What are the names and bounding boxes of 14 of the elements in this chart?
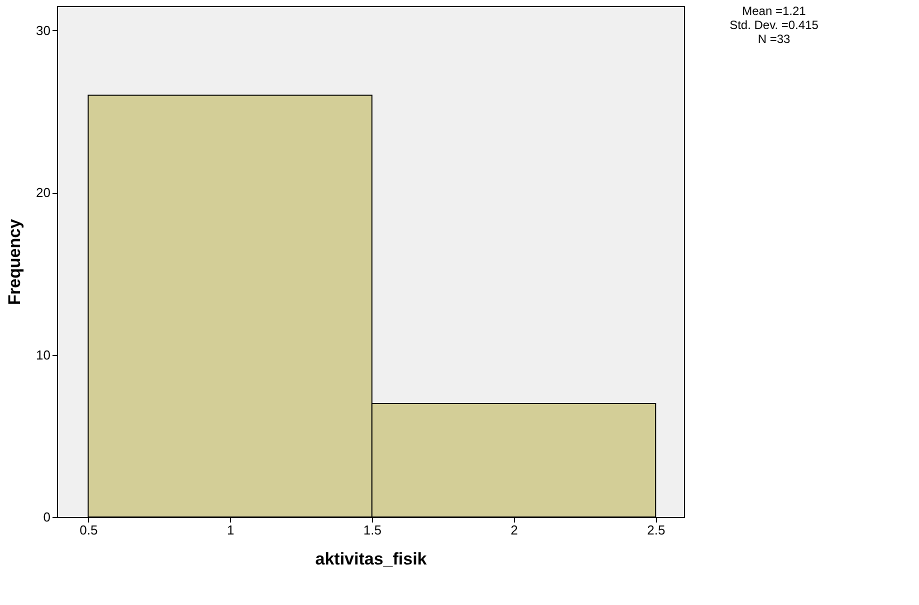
text: Std. Dev. =0.415 xyxy=(730,18,819,32)
x-tick-label: 0.5 xyxy=(80,522,98,538)
x-axis-title: aktivitas_fisik xyxy=(315,550,428,568)
x-tick-label: 2 xyxy=(510,522,518,538)
text: Mean =1.21 xyxy=(742,4,806,18)
text: N =33 xyxy=(758,32,790,46)
y-tick-label: 10 xyxy=(36,347,50,362)
x-tick-label: 1.5 xyxy=(363,522,382,538)
y-tick-label: 30 xyxy=(36,22,50,38)
x-tick-label: 1 xyxy=(226,522,234,538)
y-tick-label: 20 xyxy=(36,185,50,200)
y-axis-title: Frequency xyxy=(5,218,24,305)
y-tick-label: 0 xyxy=(43,510,50,524)
x-tick-label: 2.5 xyxy=(647,522,666,538)
